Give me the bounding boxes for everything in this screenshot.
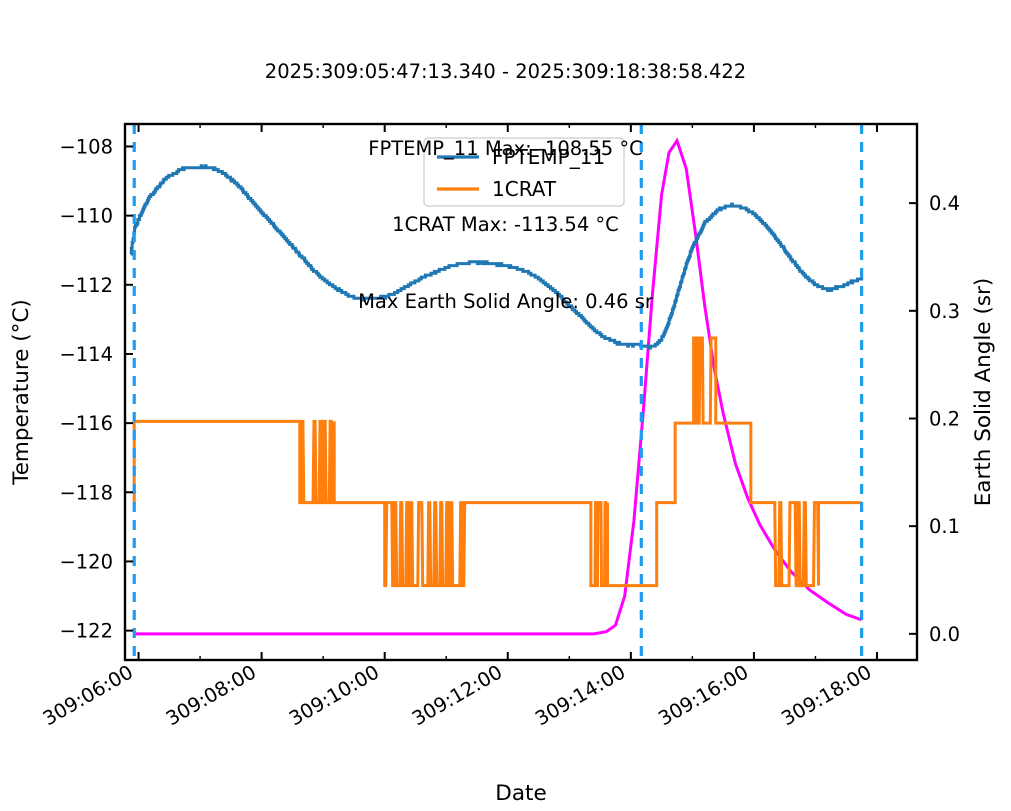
y-tick-label-left: −108 — [59, 135, 113, 158]
y-tick-label-left: −118 — [59, 481, 113, 504]
y-axis-left-ticks: −108 −110 −112 −114 −116 −118 −120 −122 — [59, 135, 133, 643]
y-tick-label-right: 0.4 — [929, 192, 960, 215]
series-1crat — [132, 336, 862, 588]
y-tick-label-left: −120 — [59, 550, 113, 573]
y-tick-label-left: −110 — [59, 205, 113, 228]
series-earth-solid-angle — [134, 137, 863, 636]
y-tick-label-right: 0.2 — [929, 407, 960, 430]
y-tick-label-left: −114 — [59, 343, 113, 366]
plot-background — [125, 124, 917, 660]
y-axis-right-ticks: 0.0 0.1 0.2 0.3 0.4 — [909, 192, 960, 646]
legend-label-1crat: 1CRAT — [492, 177, 557, 201]
y-tick-label-right: 0.3 — [929, 300, 960, 323]
chart-legend[interactable]: FPTEMP_11 1CRAT — [423, 137, 625, 207]
fptemp-11-line — [129, 164, 864, 350]
x-tick-label: 309:12:00 — [408, 660, 506, 730]
x-axis-label: Date — [495, 781, 546, 806]
y-tick-label-left: −122 — [59, 620, 113, 643]
crat-1-step-line — [132, 336, 862, 588]
y-axis-right-label: Earth Solid Angle (sr) — [971, 278, 996, 507]
legend-label-fptemp-11: FPTEMP_11 — [492, 145, 605, 169]
y-tick-label-left: −112 — [59, 274, 113, 297]
y-tick-label-right: 0.0 — [929, 623, 960, 646]
series-fptemp-11 — [129, 164, 864, 350]
title-line-2: FPTEMP_11 Max: -108.55 °C — [368, 136, 643, 160]
title-line-1: 2025:309:05:47:13.340 - 2025:309:18:38:5… — [264, 60, 747, 83]
title-line-4: Max Earth Solid Angle: 0.46 sr — [358, 289, 653, 313]
earth-solid-angle-line — [134, 137, 863, 636]
x-tick-label: 309:16:00 — [654, 660, 752, 730]
y-axis-left-label: Temperature (°C) — [9, 299, 34, 486]
x-tick-label: 309:06:00 — [39, 660, 137, 730]
x-tick-label: 309:14:00 — [531, 660, 629, 730]
title-line-3: 1CRAT Max: -113.54 °C — [392, 213, 619, 236]
y-tick-label-left: −116 — [59, 412, 113, 435]
x-tick-label: 309:18:00 — [777, 660, 875, 730]
chart-title: 2025:309:05:47:13.340 - 2025:309:18:38:5… — [0, 8, 1011, 365]
y-tick-label-right: 0.1 — [929, 515, 960, 538]
x-tick-label: 309:10:00 — [285, 660, 383, 730]
x-tick-label: 309:08:00 — [162, 660, 260, 730]
axis-frame — [123, 122, 919, 662]
